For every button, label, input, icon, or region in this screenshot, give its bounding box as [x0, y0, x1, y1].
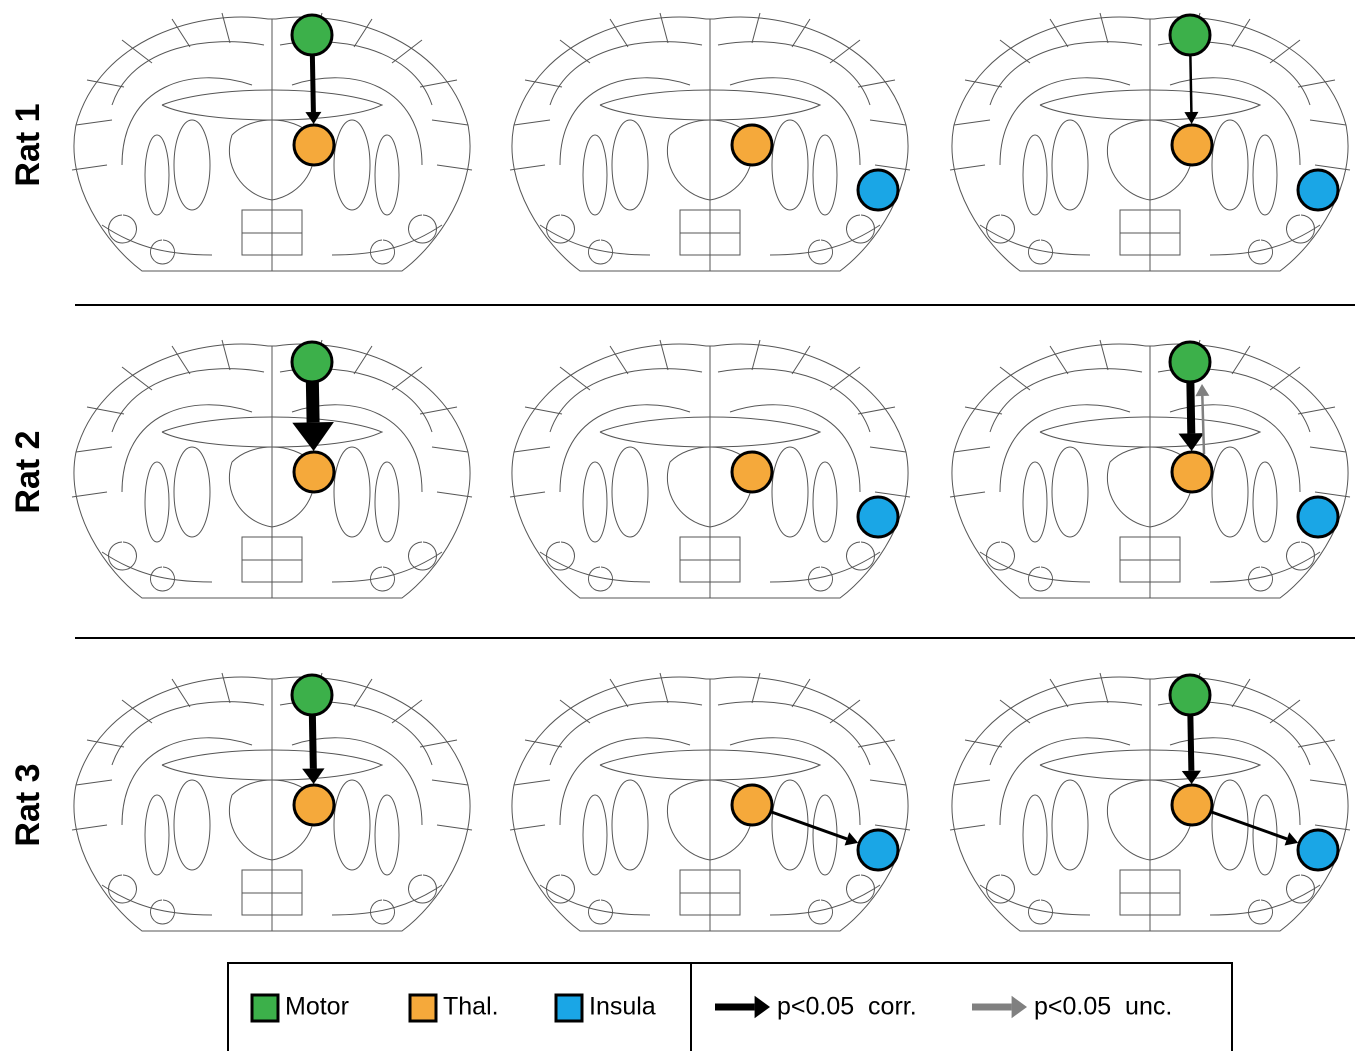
region-node	[1170, 15, 1210, 55]
legend-label: Thal.	[443, 993, 499, 1021]
region-node	[858, 830, 898, 870]
connection-head	[1195, 384, 1209, 396]
legend-label: p<0.05 unc.	[1034, 993, 1172, 1021]
row-label: Rat 3	[9, 763, 47, 846]
connection-shaft	[1202, 396, 1204, 454]
connection-head	[1182, 771, 1201, 784]
brain-section	[950, 13, 1350, 271]
region-node	[1298, 830, 1338, 870]
region-node	[1298, 497, 1338, 537]
brain-section	[510, 13, 910, 271]
brain-section	[950, 673, 1350, 931]
brain-section	[950, 340, 1350, 598]
legend-swatch	[556, 995, 582, 1021]
region-node	[292, 675, 332, 715]
connection-shaft	[312, 55, 313, 112]
legend-label: Motor	[285, 993, 349, 1021]
region-node	[294, 125, 334, 165]
region-node	[1172, 125, 1212, 165]
region-node	[732, 785, 772, 825]
region-node	[292, 342, 332, 382]
region-node	[1170, 675, 1210, 715]
region-node	[732, 452, 772, 492]
brain-section	[510, 673, 910, 931]
region-node	[1170, 342, 1210, 382]
legend-label: Insula	[589, 993, 656, 1021]
region-node	[1172, 785, 1212, 825]
region-node	[732, 125, 772, 165]
legend-label: p<0.05 corr.	[777, 993, 917, 1021]
region-node	[1298, 170, 1338, 210]
brain-section	[72, 13, 472, 271]
brain-section	[72, 340, 472, 598]
region-node	[294, 452, 334, 492]
connection-shaft	[1190, 55, 1191, 112]
connection-shaft	[312, 715, 313, 769]
connection-shaft	[1190, 715, 1191, 771]
row-label: Rat 1	[9, 103, 47, 186]
legend-swatch	[252, 995, 278, 1021]
figure: Rat 1 Rat 2 Rat 3 Motor Thal. Insula p<0.05 co…	[0, 0, 1364, 1051]
row-label: Rat 2	[9, 430, 47, 513]
brain-section	[510, 340, 910, 598]
region-node	[1172, 452, 1212, 492]
region-node	[294, 785, 334, 825]
brain-section	[72, 673, 472, 931]
connection-head	[302, 768, 324, 784]
connection-shaft	[1190, 382, 1191, 433]
region-node	[858, 497, 898, 537]
legend-swatch	[410, 995, 436, 1021]
connection-head	[1179, 433, 1205, 451]
connection-shaft	[312, 382, 313, 422]
region-node	[858, 170, 898, 210]
region-node	[292, 15, 332, 55]
